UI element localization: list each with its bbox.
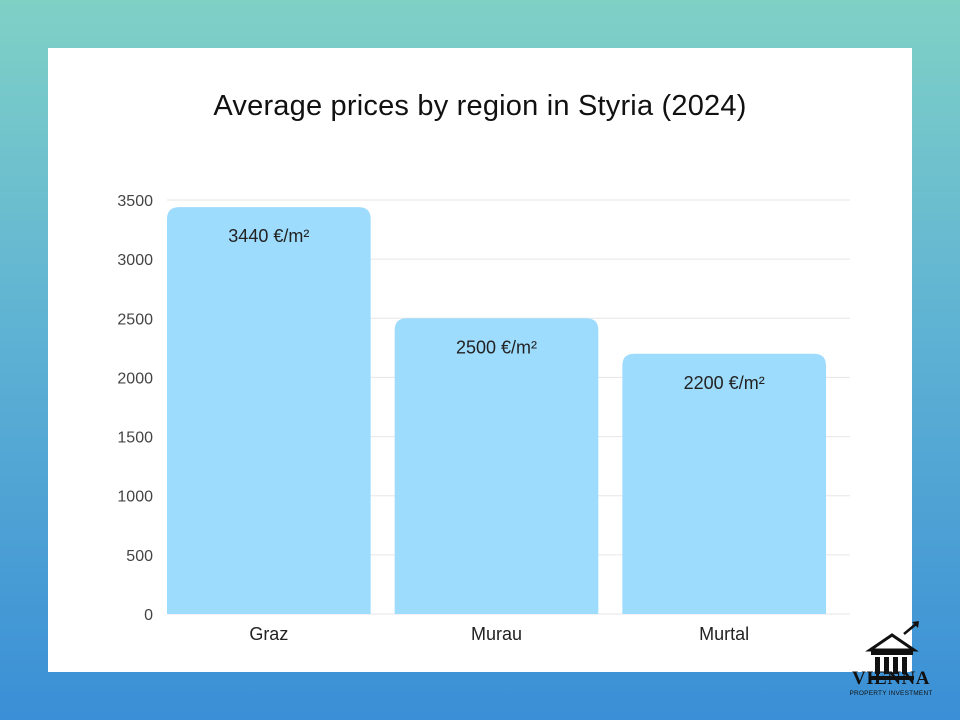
brand-name: VIENNA <box>852 668 930 689</box>
y-tick-label-0: 0 <box>144 607 153 624</box>
chart-title: Average prices by region in Styria (2024… <box>213 90 747 122</box>
brand-tagline: PROPERTY INVESTMENT <box>849 690 933 697</box>
y-tick-label-2: 1000 <box>117 489 153 506</box>
bar-murau <box>394 318 599 614</box>
bank-building-logo-icon <box>865 621 919 680</box>
y-tick-label-1: 500 <box>126 548 153 565</box>
x-category-label-murau: Murau <box>471 624 522 644</box>
y-tick-label-6: 3000 <box>117 252 153 269</box>
data-label-graz: 3440 €/m² <box>228 226 309 246</box>
y-tick-label-3: 1500 <box>117 430 153 447</box>
data-label-murau: 2500 €/m² <box>456 337 537 357</box>
y-tick-label-4: 2000 <box>117 370 153 387</box>
y-tick-label-7: 3500 <box>117 193 153 210</box>
bar-murtal <box>622 353 826 614</box>
bar-graz <box>167 207 371 614</box>
y-tick-label-5: 2500 <box>117 311 153 328</box>
x-category-label-murtal: Murtal <box>699 624 749 644</box>
data-label-murtal: 2200 €/m² <box>684 373 765 393</box>
x-category-label-graz: Graz <box>249 624 288 644</box>
